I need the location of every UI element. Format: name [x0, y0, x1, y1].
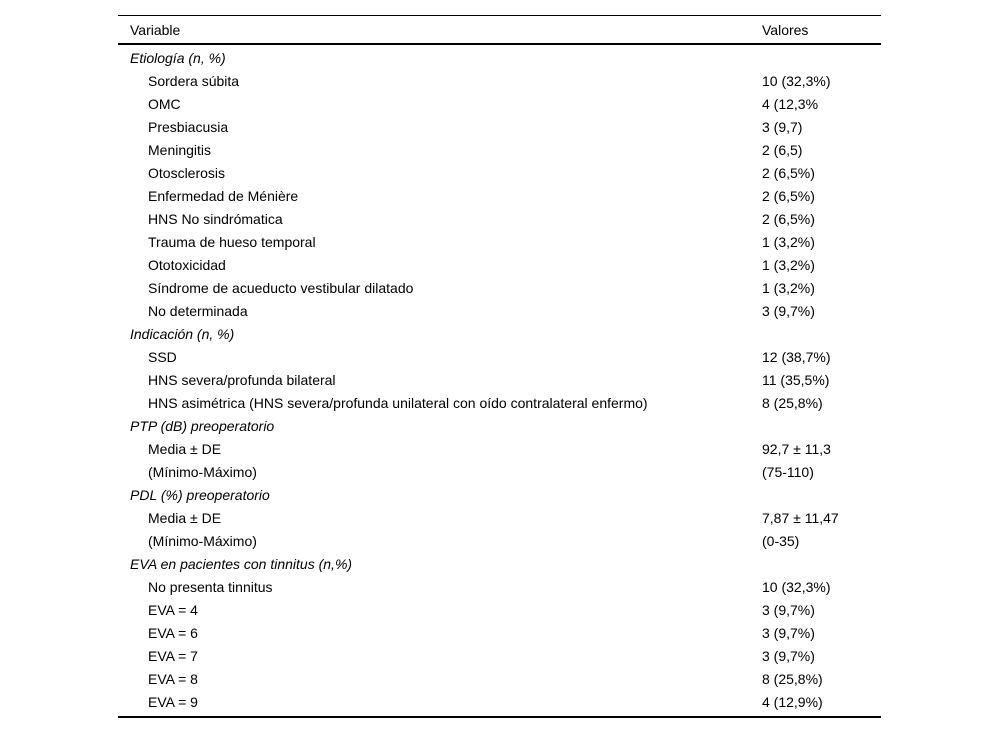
row-value — [762, 323, 881, 346]
row-value — [762, 415, 881, 438]
table-row: PTP (dB) preoperatorio — [118, 415, 881, 438]
table-row: Trauma de hueso temporal 1 (3,2%) — [118, 231, 881, 254]
table-row: (Mínimo-Máximo) (75-110) — [118, 461, 881, 484]
table-row: No determinada 3 (9,7%) — [118, 300, 881, 323]
row-item-label: HNS No sindrómatica — [148, 211, 283, 227]
table-row: Etiología (n, %) — [118, 47, 881, 70]
table-row: SSD 12 (38,7%) — [118, 346, 881, 369]
table-row: Otosclerosis 2 (6,5%) — [118, 162, 881, 185]
table-row: PDL (%) preoperatorio — [118, 484, 881, 507]
table-row: Enfermedad de Ménière 2 (6,5%) — [118, 185, 881, 208]
row-item-label: Meningitis — [148, 142, 212, 158]
table-row: Ototoxicidad 1 (3,2%) — [118, 254, 881, 277]
row-value: 2 (6,5%) — [762, 211, 815, 227]
column-header-variable: Variable — [130, 21, 181, 38]
row-section-label: EVA en pacientes con tinnitus (n,%) — [130, 556, 353, 572]
row-value: 11 (35,5%) — [762, 372, 830, 388]
table-row: Síndrome de acueducto vestibular dilatad… — [118, 277, 881, 300]
row-item-label: Sordera súbita — [148, 73, 240, 89]
table-row: OMC 4 (12,3% — [118, 93, 881, 116]
row-item-label: Media ± DE — [148, 510, 222, 526]
table-row: Indicación (n, %) — [118, 323, 881, 346]
table-row: EVA = 6 3 (9,7%) — [118, 622, 881, 645]
row-value: 2 (6,5) — [762, 142, 803, 158]
row-item-label: Enfermedad de Ménière — [148, 188, 299, 204]
row-item-label: EVA = 9 — [148, 694, 198, 710]
row-section-label: PDL (%) preoperatorio — [130, 487, 270, 503]
table-row: HNS No sindrómatica 2 (6,5%) — [118, 208, 881, 231]
table-row: Media ± DE 7,87 ± 11,47 — [118, 507, 881, 530]
table-row: EVA = 8 8 (25,8%) — [118, 668, 881, 691]
row-item-label: No presenta tinnitus — [148, 579, 273, 595]
table-body: Etiología (n, %) Sordera súbita 10 (32,3%)… — [118, 45, 881, 718]
row-value: 7,87 ± 11,47 — [762, 510, 839, 526]
table-row: HNS severa/profunda bilateral 11 (35,5%) — [118, 369, 881, 392]
row-item-label: SSD — [148, 349, 177, 365]
row-value: (0-35) — [762, 533, 800, 549]
row-item-label: EVA = 6 — [148, 625, 198, 641]
row-value: (75-110) — [762, 464, 814, 480]
table-row: Media ± DE 92,7 ± 11,3 — [118, 438, 881, 461]
row-item-label: Síndrome de acueducto vestibular dilatad… — [148, 280, 414, 296]
row-value: 3 (9,7%) — [762, 303, 815, 319]
table-row: Presbiacusia 3 (9,7) — [118, 116, 881, 139]
patient-variables-table: Variable Valores Etiología (n, %) Sordera… — [118, 15, 881, 718]
row-item-label: Media ± DE — [148, 441, 222, 457]
table-header-row: Variable Valores — [118, 15, 881, 45]
table-row: (Mínimo-Máximo) (0-35) — [118, 530, 881, 553]
table-row: EVA = 9 4 (12,9%) — [118, 691, 881, 714]
row-value: 4 (12,9%) — [762, 694, 823, 710]
row-item-label: Ototoxicidad — [148, 257, 226, 273]
row-value: 4 (12,3% — [762, 96, 819, 112]
row-value — [762, 553, 881, 576]
row-value: 2 (6,5%) — [762, 165, 815, 181]
row-item-label: Otosclerosis — [148, 165, 226, 181]
row-section-label: Etiología (n, %) — [130, 50, 226, 66]
row-value: 10 (32,3%) — [762, 579, 831, 595]
column-header-valores: Valores — [762, 21, 809, 38]
row-value: 1 (3,2%) — [762, 234, 815, 250]
row-section-label: Indicación (n, %) — [130, 326, 235, 342]
row-item-label: HNS asimétrica (HNS severa/profunda unil… — [148, 395, 648, 411]
table-row: No presenta tinnitus 10 (32,3%) — [118, 576, 881, 599]
row-section-label: PTP (dB) preoperatorio — [130, 418, 275, 434]
row-value: 92,7 ± 11,3 — [762, 441, 831, 457]
row-value: 10 (32,3%) — [762, 73, 831, 89]
row-item-label: Trauma de hueso temporal — [148, 234, 316, 250]
table-row: Sordera súbita 10 (32,3%) — [118, 70, 881, 93]
row-value: 3 (9,7%) — [762, 602, 815, 618]
table-row: EVA = 4 3 (9,7%) — [118, 599, 881, 622]
row-value: 2 (6,5%) — [762, 188, 815, 204]
row-value: 3 (9,7) — [762, 119, 803, 135]
table-row: Meningitis 2 (6,5) — [118, 139, 881, 162]
row-item-label: No determinada — [148, 303, 248, 319]
row-value: 3 (9,7%) — [762, 648, 815, 664]
row-value: 8 (25,8%) — [762, 395, 823, 411]
row-value: 1 (3,2%) — [762, 257, 815, 273]
table-row: EVA en pacientes con tinnitus (n,%) — [118, 553, 881, 576]
row-value: 3 (9,7%) — [762, 625, 815, 641]
row-value: 1 (3,2%) — [762, 280, 815, 296]
row-value: 8 (25,8%) — [762, 671, 823, 687]
row-item-label: (Mínimo-Máximo) — [148, 533, 257, 549]
row-value — [762, 47, 881, 70]
row-item-label: (Mínimo-Máximo) — [148, 464, 257, 480]
row-value: 12 (38,7%) — [762, 349, 831, 365]
row-item-label: EVA = 8 — [148, 671, 198, 687]
row-item-label: EVA = 7 — [148, 648, 198, 664]
table-row: HNS asimétrica (HNS severa/profunda unil… — [118, 392, 881, 415]
table-row: EVA = 7 3 (9,7%) — [118, 645, 881, 668]
row-item-label: Presbiacusia — [148, 119, 229, 135]
row-item-label: OMC — [148, 96, 181, 112]
row-value — [762, 484, 881, 507]
row-item-label: HNS severa/profunda bilateral — [148, 372, 336, 388]
row-item-label: EVA = 4 — [148, 602, 198, 618]
